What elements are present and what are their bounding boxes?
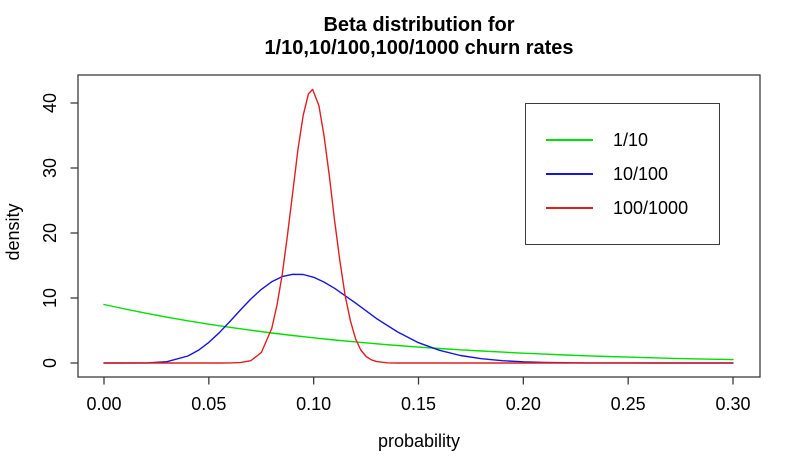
y-tick-label: 40 — [40, 93, 60, 113]
x-tick-label: 0.05 — [191, 394, 226, 414]
x-tick-label: 0.15 — [401, 394, 436, 414]
legend-label: 100/1000 — [613, 197, 689, 218]
legend-item: 100/1000 — [526, 191, 719, 225]
x-axis-title: probability — [377, 431, 461, 451]
legend-label: 1/10 — [613, 129, 649, 150]
y-tick-label: 30 — [40, 158, 60, 178]
x-tick-label: 0.00 — [86, 394, 121, 414]
legend-item: 10/100 — [526, 157, 719, 191]
chart-title: Beta distribution for 1/10,10/100,100/10… — [78, 14, 760, 60]
curve-100-1000 — [103, 88, 734, 364]
y-tick-label: 0 — [40, 358, 60, 368]
legend: 1/10 10/100 100/1000 — [525, 103, 720, 245]
y-tick-label: 20 — [40, 223, 60, 243]
y-axis-title: density — [3, 203, 23, 261]
curve-1-10 — [103, 303, 734, 361]
x-tick-label: 0.10 — [296, 394, 331, 414]
legend-swatch — [546, 173, 593, 175]
curve-10-100 — [103, 273, 734, 364]
chart-title-line1: Beta distribution for — [323, 14, 515, 36]
x-tick-label: 0.30 — [715, 394, 750, 414]
legend-swatch — [546, 207, 593, 209]
legend-label: 10/100 — [613, 163, 669, 184]
y-tick-label: 10 — [40, 288, 60, 308]
legend-swatch — [546, 139, 593, 141]
legend-item: 1/10 — [526, 123, 719, 157]
chart-title-line2: 1/10,10/100,100/1000 churn rates — [264, 37, 574, 59]
x-tick-label: 0.20 — [506, 394, 541, 414]
x-tick-label: 0.25 — [611, 394, 646, 414]
